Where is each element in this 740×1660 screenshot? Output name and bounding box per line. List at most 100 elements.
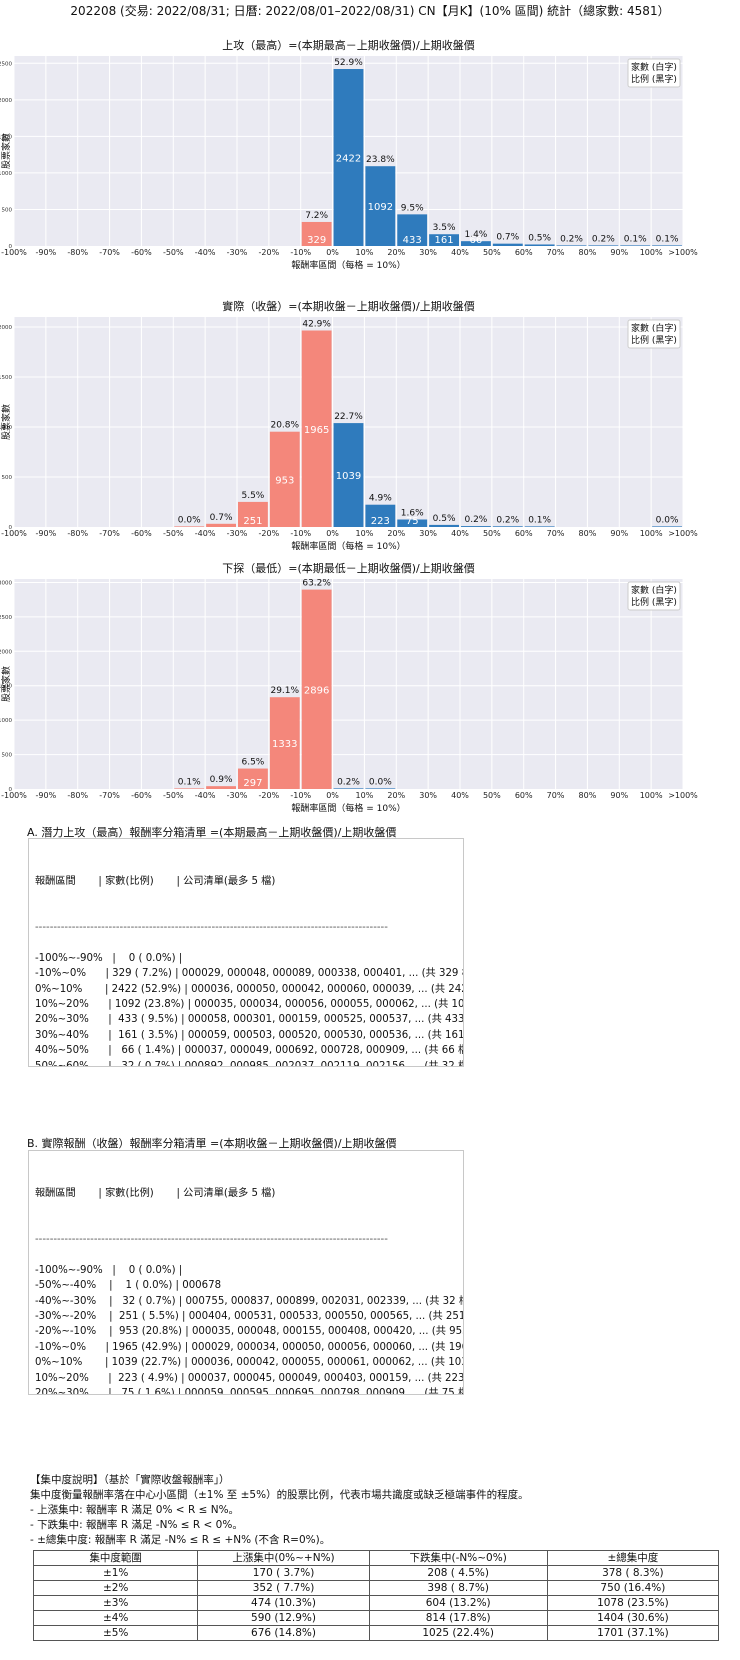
x-tick-label: -60% <box>131 529 152 538</box>
x-tick-label: -70% <box>99 791 120 800</box>
bar <box>524 526 555 527</box>
x-tick-label: 90% <box>610 529 628 538</box>
concentration-cell: 1404 (30.6%) <box>546 1610 720 1626</box>
bar <box>652 245 682 246</box>
y-tick-label: 0 <box>9 525 13 531</box>
plot-area <box>14 579 683 789</box>
y-tick-label: 2000 <box>0 325 12 331</box>
legend-box <box>627 581 681 611</box>
concentration-cell: 676 (14.8%) <box>197 1625 370 1641</box>
x-tick-label: -30% <box>227 529 248 538</box>
x-tick-label: -90% <box>36 791 57 800</box>
concentration-cell: 1701 (37.1%) <box>546 1625 720 1641</box>
x-tick-label: -30% <box>227 791 248 800</box>
x-tick-label: 60% <box>515 529 533 538</box>
bar-count-label: 329 <box>307 235 326 246</box>
concentration-cell: 814 (17.8%) <box>368 1610 548 1626</box>
concentration-table-header: 集中度範圍 上漲集中(0%~+N%) 下跌集中(-N%~0%) ±總集中度 <box>32 1550 720 1566</box>
bar <box>365 166 396 246</box>
x-tick-label: 80% <box>579 529 597 538</box>
bar <box>333 788 364 789</box>
bar <box>301 221 332 246</box>
bar <box>429 524 459 527</box>
x-tick-label: >100% <box>668 791 698 800</box>
concentration-cell: ±3% <box>32 1595 199 1611</box>
bar-percent-label: 4.9% <box>369 494 392 504</box>
section-b-header: 報酬區間 | 家數(比例) | 公司清單(最多 5 檔) <box>35 1187 276 1199</box>
concentration-line: - 上漲集中: 報酬率 R 滿足 0% < R ≤ N%。 <box>30 1504 240 1516</box>
x-tick-label: -20% <box>259 529 280 538</box>
legend-entry: 家數 (白字) <box>631 322 677 334</box>
bar <box>556 245 587 246</box>
bar-percent-label: 0.0% <box>656 515 679 525</box>
header-down: 下跌集中(-N%~0%) <box>368 1550 548 1566</box>
x-tick-label: -70% <box>99 248 120 257</box>
x-tick-label: 30% <box>419 529 437 538</box>
concentration-cell: ±2% <box>32 1580 199 1596</box>
section-b-row: 20%~30% | 75 ( 1.6%) | 000059, 000595, 0… <box>35 1388 464 1395</box>
bar-percent-label: 0.2% <box>560 234 583 244</box>
chart-title: 下探（最低）=(本期最低－上期收盤價)/上期收盤價 <box>222 561 475 575</box>
x-tick-label: -100% <box>1 529 27 538</box>
bar <box>269 431 300 527</box>
section-a-title: A. 潛力上攻（最高）報酬率分箱清單 =(本期最高－上期收盤價)/上期收盤價 <box>27 826 397 839</box>
bar-percent-label: 0.7% <box>496 233 519 243</box>
x-tick-label: 60% <box>515 248 533 257</box>
concentration-table-row: ±2% 352 ( 7.7%) 398 ( 8.7%) 750 (16.4%) <box>32 1580 720 1596</box>
bar-percent-label: 0.0% <box>178 515 201 525</box>
x-tick-label: -20% <box>259 248 280 257</box>
x-tick-label: 40% <box>451 529 469 538</box>
bar-percent-label: 0.2% <box>592 234 615 244</box>
section-b-row: 0%~10% | 1039 (22.7%) | 000036, 000042, … <box>35 1357 464 1369</box>
x-tick-label: 0% <box>326 791 339 800</box>
y-tick-label: 500 <box>2 475 13 481</box>
bar-percent-label: 0.2% <box>496 515 519 525</box>
concentration-heading: 【集中度說明】（基於「實際收盤報酬率」） <box>30 1474 230 1486</box>
y-tick-label: 1500 <box>0 375 12 381</box>
concentration-cell: 1078 (23.5%) <box>546 1595 720 1611</box>
bar-count-label: 1039 <box>336 471 361 482</box>
x-tick-label: -100% <box>1 791 27 800</box>
x-tick-label: -90% <box>36 248 57 257</box>
section-a-separator: ----------------------------------------… <box>35 922 388 934</box>
concentration-table: 集中度範圍 上漲集中(0%~+N%) 下跌集中(-N%~0%) ±總集中度 ±1… <box>32 1550 720 1641</box>
section-b-row: -40%~-30% | 32 ( 0.7%) | 000755, 000837,… <box>35 1295 464 1307</box>
bar <box>429 234 459 246</box>
bar-percent-label: 7.2% <box>305 211 328 221</box>
x-tick-label: 40% <box>451 248 469 257</box>
bar <box>461 241 491 246</box>
y-tick-label: 0 <box>9 244 13 250</box>
bar <box>652 526 682 527</box>
y-tick-label: 0 <box>9 787 13 793</box>
concentration-table-row: ±1% 170 ( 3.7%) 208 ( 4.5%) 378 ( 8.3%) <box>32 1565 720 1581</box>
bar-percent-label: 23.8% <box>366 155 395 165</box>
section-a-row: 40%~50% | 66 ( 1.4%) | 000037, 000049, 0… <box>35 1045 464 1057</box>
bar-count-label: 433 <box>403 235 422 246</box>
x-tick-label: 50% <box>483 248 501 257</box>
section-b-separator: ----------------------------------------… <box>35 1234 388 1246</box>
page-title: 202208 (交易: 2022/08/31; 日曆: 2022/08/01–2… <box>70 4 670 18</box>
bar-percent-label: 42.9% <box>302 320 331 330</box>
x-tick-label: 50% <box>483 529 501 538</box>
legend-entry: 比例 (黑字) <box>631 73 677 85</box>
bar-percent-label: 1.6% <box>401 509 424 519</box>
x-tick-label: 40% <box>451 791 469 800</box>
bar-percent-label: 0.5% <box>528 233 551 243</box>
concentration-cell: ±5% <box>32 1625 199 1641</box>
chart-title: 上攻（最高）=(本期最高－上期收盤價)/上期收盤價 <box>222 38 475 52</box>
bar <box>174 788 205 789</box>
concentration-cell: 170 ( 3.7%) <box>197 1565 370 1581</box>
concentration-table-row: ±3% 474 (10.3%) 604 (13.2%) 1078 (23.5%) <box>32 1595 720 1611</box>
concentration-notes: 【集中度說明】（基於「實際收盤報酬率」） 集中度衡量報酬率落在中心小區間（±1%… <box>30 1473 720 1548</box>
x-tick-label: -70% <box>99 529 120 538</box>
section-a-row: -100%~-90% | 0 ( 0.0%) | <box>35 952 183 964</box>
bar-percent-label: 0.9% <box>210 775 233 785</box>
bar-count-label: 2896 <box>304 685 329 696</box>
bar-percent-label: 9.5% <box>401 203 424 213</box>
x-tick-label: 0% <box>326 529 339 538</box>
x-axis-label: 報酬率區間（每格 = 10%） <box>291 259 405 271</box>
x-tick-label: -90% <box>36 529 57 538</box>
y-tick-label: 500 <box>2 207 13 213</box>
bar-count-label: 223 <box>371 516 390 527</box>
bar <box>397 214 428 246</box>
